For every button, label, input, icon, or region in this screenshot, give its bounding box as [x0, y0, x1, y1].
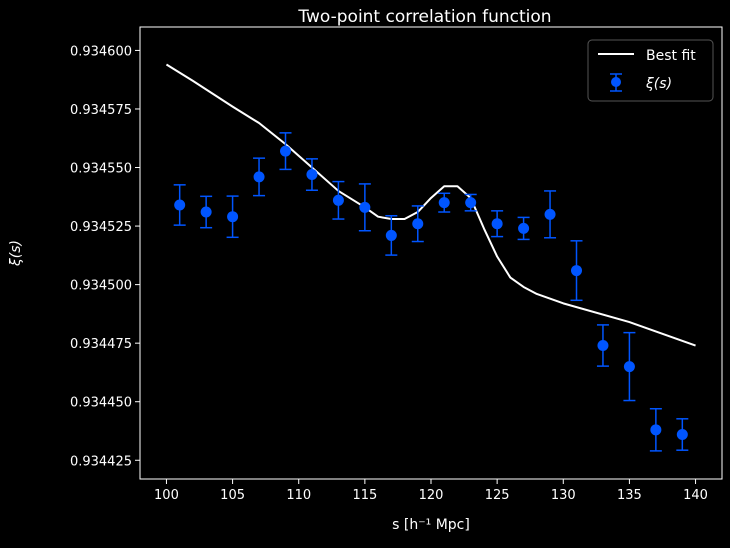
data-point-errorbar	[570, 240, 583, 302]
data-point-errorbar	[649, 407, 662, 452]
y-axis: 0.934425 0.934450 0.934475 0.934500 0.934525…	[70, 44, 140, 469]
data-point-errorbar	[279, 132, 292, 171]
y-tick-label: 0.934525	[70, 220, 132, 235]
x-tick-label: 110	[286, 488, 311, 503]
data-point	[412, 218, 424, 230]
data-point-errorbar	[676, 418, 689, 451]
data-point	[650, 424, 662, 436]
data-point-errorbar	[491, 210, 504, 238]
data-point-errorbar	[358, 183, 371, 232]
data-point-errorbar	[385, 215, 398, 256]
legend-label-xi: ξ(s)	[645, 76, 672, 92]
data-point-errorbar	[517, 216, 530, 241]
y-axis-label: ξ(s)	[8, 240, 24, 267]
x-tick-label: 135	[617, 488, 642, 503]
y-tick-label: 0.934475	[70, 337, 132, 352]
data-point-errorbar	[226, 195, 239, 239]
data-point	[332, 194, 344, 206]
data-point	[200, 206, 212, 218]
x-tick-label: 140	[683, 488, 708, 503]
data-point	[491, 218, 503, 230]
data-point-errorbar	[438, 192, 451, 213]
x-tick-label: 100	[154, 488, 179, 503]
data-point	[518, 222, 530, 234]
data-point-errorbar	[332, 180, 345, 220]
data-point	[544, 208, 556, 220]
chart-title: Two-point correlation function	[297, 7, 551, 27]
x-axis-label: s [h⁻¹ Mpc]	[392, 517, 470, 533]
data-point	[465, 197, 477, 209]
data-point	[571, 265, 582, 277]
data-point-errorbar	[305, 158, 318, 191]
legend-label-best-fit: Best fit	[646, 48, 696, 64]
plot-area	[165, 63, 696, 452]
legend: Best fit ξ(s)	[587, 39, 714, 102]
y-tick-label: 0.934550	[70, 162, 132, 177]
data-point	[306, 169, 318, 181]
x-axis: 100 105 110 115 120 125 130 135 140	[154, 479, 708, 503]
data-point	[623, 361, 635, 373]
data-point-errorbar	[623, 331, 636, 402]
x-tick-label: 125	[485, 488, 510, 503]
data-point-errorbar	[596, 324, 609, 367]
y-tick-label: 0.934425	[70, 454, 132, 469]
data-point-errorbar	[253, 157, 266, 197]
data-point	[359, 201, 371, 213]
data-point-errorbar	[544, 190, 557, 239]
data-point	[597, 340, 609, 352]
y-tick-label: 0.934500	[70, 279, 132, 294]
x-tick-label: 120	[419, 488, 444, 503]
x-tick-label: 105	[220, 488, 245, 503]
data-point	[174, 199, 186, 211]
data-point-errorbar	[411, 205, 424, 243]
data-point	[676, 429, 688, 441]
legend-errorbar-swatch	[610, 73, 622, 92]
data-point-errorbar	[464, 193, 477, 212]
data-point	[227, 211, 239, 223]
data-point-errorbar	[200, 195, 213, 229]
data-point	[385, 229, 397, 241]
data-point	[253, 171, 265, 183]
data-point	[438, 197, 450, 209]
x-tick-label: 130	[551, 488, 576, 503]
x-tick-label: 115	[352, 488, 377, 503]
y-tick-label: 0.934450	[70, 396, 132, 411]
data-point	[280, 145, 291, 157]
y-tick-label: 0.934575	[70, 103, 132, 118]
y-tick-label: 0.934600	[70, 44, 132, 59]
data-point-errorbar	[173, 184, 186, 226]
best-fit-line	[165, 63, 696, 347]
